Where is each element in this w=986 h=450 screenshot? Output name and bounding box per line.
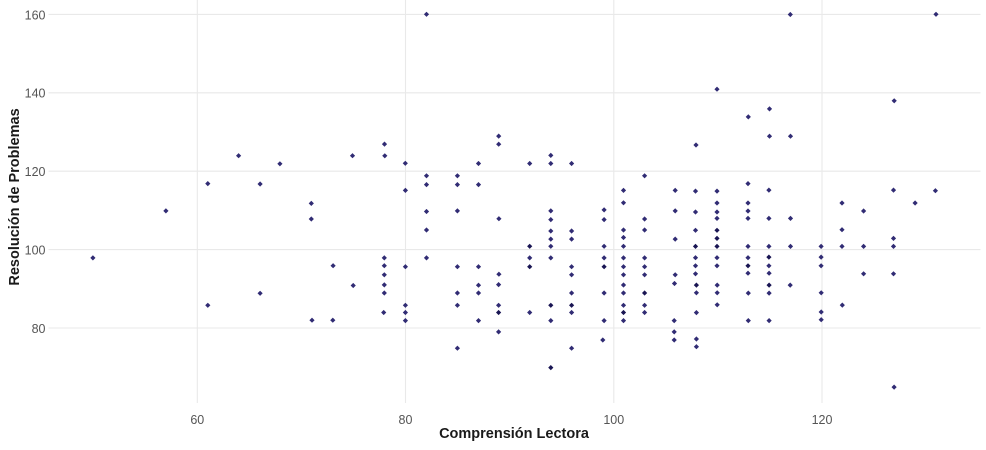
svg-text:Comprensión Lectora: Comprensión Lectora (439, 426, 590, 442)
svg-text:80: 80 (32, 322, 46, 336)
svg-text:140: 140 (25, 87, 46, 101)
svg-text:100: 100 (25, 244, 46, 258)
svg-text:100: 100 (603, 413, 624, 427)
svg-text:Resolución de Problemas: Resolución de Problemas (7, 108, 23, 285)
svg-text:80: 80 (399, 413, 413, 427)
svg-text:120: 120 (812, 413, 833, 427)
svg-text:160: 160 (25, 8, 46, 22)
svg-text:60: 60 (190, 413, 204, 427)
svg-text:120: 120 (25, 165, 46, 179)
